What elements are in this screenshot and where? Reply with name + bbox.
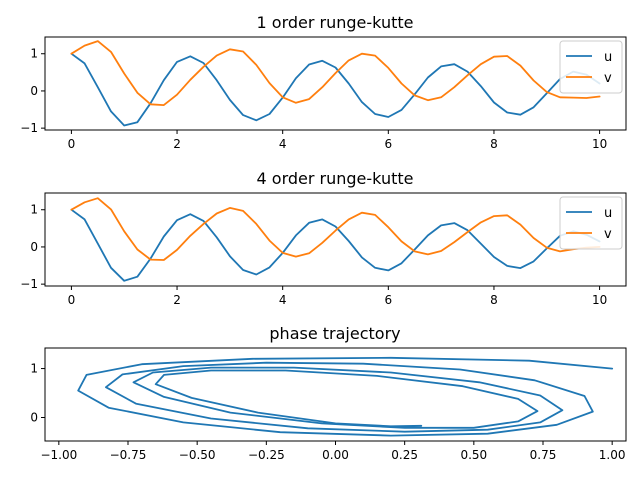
subplot-3-x-tick-label: −0.50 [179,448,216,462]
subplot-1-x-tick-label: 0 [68,137,76,151]
subplot-3-x-tick-label: 1.00 [599,448,626,462]
subplot-1-series-u-line [70,52,601,127]
subplot-3-x-tick-label: 0.00 [322,448,349,462]
subplot-1-legend-frame [559,40,623,94]
subplot-1-plot-area [70,40,601,127]
subplot-2: 4 order runge-kutte 0 2 4 6 8 10 −1 0 1 uv [20,169,627,307]
subplot-3-x-tick-label: 0.25 [391,448,418,462]
subplot-2-legend-frame [559,196,623,250]
subplot-2-y-tick-label: −1 [20,277,38,291]
subplot-2-title: 4 order runge-kutte [257,169,414,188]
subplot-1-y-tick-label: 1 [30,47,38,61]
subplot-1-y-tick-label: −1 [20,121,38,135]
subplot-1-y-tick-label: 0 [30,84,38,98]
subplot-2-ticks: 0 2 4 6 8 10 −1 0 1 [20,203,607,307]
subplot-2-x-tick-label: 0 [68,293,76,307]
subplot-1-series-v-line [70,40,601,106]
subplot-2-legend-label-v: v [604,227,612,242]
subplot-3-ticks: −1.00 −0.75 −0.50 −0.25 0.00 0.25 0.50 0.75 1.00… [30,362,625,462]
subplot-3-x-tick-label: −0.25 [248,448,285,462]
subplot-2-y-tick-label: 1 [30,203,38,217]
subplot-1-title: 1 order runge-kutte [257,13,414,32]
subplot-2-plot-area [70,197,601,282]
subplot-2-series-v-line [70,197,601,261]
subplot-3-x-tick-label: 0.50 [460,448,487,462]
subplot-2-series-u-line [70,208,601,282]
subplot-3-x-tick-label: −0.75 [110,448,147,462]
subplot-1-x-tick-label: 4 [279,137,287,151]
subplot-1-x-tick-label: 6 [384,137,392,151]
subplot-3-series-1-line [77,356,614,437]
subplot-1-legend-label-v: v [604,71,612,86]
subplot-2-x-tick-label: 4 [279,293,287,307]
subplot-2-axes-frame [44,192,627,287]
subplot-2-x-tick-label: 6 [384,293,392,307]
subplot-1-x-tick-label: 2 [173,137,181,151]
subplot-1-axes-frame [44,36,627,131]
subplot-2-x-tick-label: 10 [592,293,607,307]
subplot-2-x-tick-label: 8 [490,293,498,307]
subplot-3-x-tick-label: −1.00 [40,448,77,462]
subplot-1-x-tick-label: 10 [592,137,607,151]
subplot-3-y-tick-label: 1 [30,362,38,376]
subplot-1-ticks: 0 2 4 6 8 10 −1 0 1 [20,47,607,151]
subplot-1-x-tick-label: 8 [490,137,498,151]
subplot-3: phase trajectory −1.00 −0.75 −0.50 −0.25 0.0… [30,324,627,462]
subplot-3-title: phase trajectory [269,324,400,343]
subplot-2-legend: uv [559,196,623,250]
subplot-2-legend-label-u: u [604,206,612,221]
subplot-3-x-tick-label: 0.75 [530,448,557,462]
subplot-1-legend-label-u: u [604,50,612,65]
subplot-1-legend: uv [559,40,623,94]
subplot-3-plot-area [77,356,614,437]
subplot-2-y-tick-label: 0 [30,240,38,254]
subplot-3-y-tick-label: 0 [30,411,38,425]
subplot-1: 1 order runge-kutte 0 2 4 6 8 10 −1 0 1 uv [20,13,627,151]
subplot-2-x-tick-label: 2 [173,293,181,307]
